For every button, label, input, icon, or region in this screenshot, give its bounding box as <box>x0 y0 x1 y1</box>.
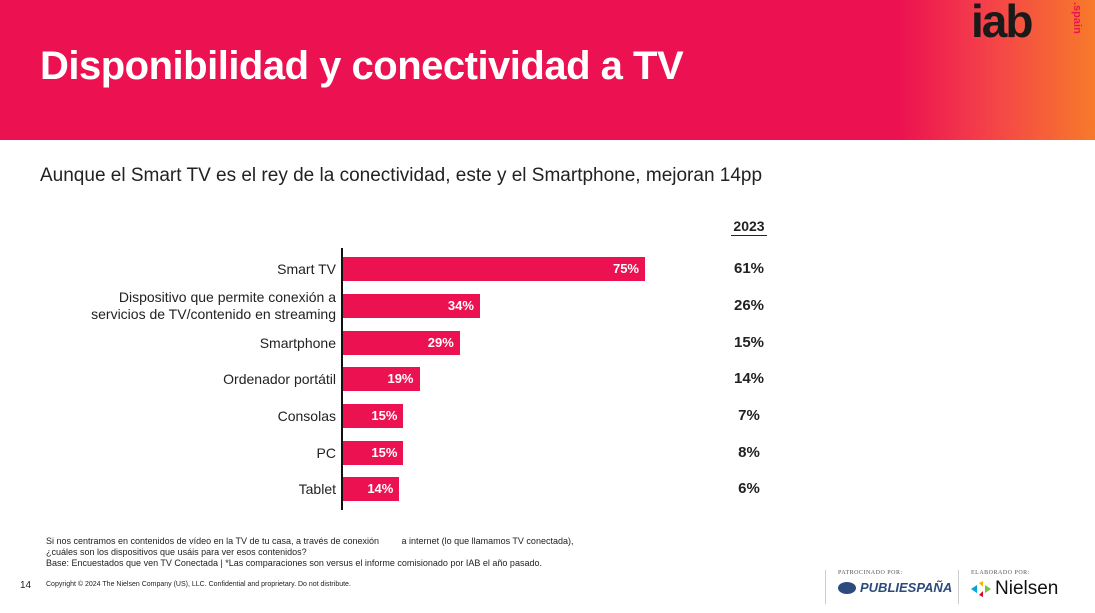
page-title: Disponibilidad y conectividad a TV <box>40 44 684 88</box>
category-label-text: Dispositivo que permite conexión a servic… <box>91 289 336 322</box>
bar <box>343 441 404 465</box>
iab-spain-logo: iab .spain <box>971 0 1083 52</box>
maker-block: ELABORADO POR: Nielsen <box>958 570 1095 604</box>
bar-value-label: 14% <box>367 481 394 496</box>
bar-value-label: 19% <box>387 371 414 386</box>
chart-row: PC 15% 8% <box>0 440 1095 466</box>
bar-value-label: 15% <box>371 408 398 423</box>
comparison-value: 6% <box>738 480 760 497</box>
category-label: Smart TV <box>36 256 336 282</box>
comparison-value: 7% <box>738 407 760 424</box>
bar-value-label: 75% <box>612 261 639 276</box>
comparison-value: 15% <box>733 334 765 351</box>
maker-caption: ELABORADO POR: <box>971 570 1030 576</box>
chart-row: Dispositivo que permite conexión a servic… <box>0 289 1095 322</box>
category-label: Ordenador portátil <box>36 366 336 392</box>
bar <box>343 331 460 355</box>
subtitle: Aunque el Smart TV es el rey de la conec… <box>40 165 763 186</box>
publiespana-icon <box>838 581 856 594</box>
chart-row: Ordenador portátil 19% 14% <box>0 366 1095 392</box>
page-number: 14 <box>20 580 32 591</box>
category-label-text: Ordenador portátil <box>223 370 336 387</box>
nielsen-logo: Nielsen <box>971 578 1095 600</box>
bar <box>343 404 404 428</box>
nielsen-icon <box>971 581 991 597</box>
category-label: Tablet <box>36 476 336 502</box>
chart-notes: Si nos centramos en contenidos de vídeo … <box>46 536 573 569</box>
category-label-text: Smart TV <box>277 260 336 277</box>
chart-axis <box>341 248 343 510</box>
chart-row: Tablet 14% 6% <box>0 476 1095 502</box>
bar <box>343 477 400 501</box>
header-banner: Disponibilidad y conectividad a TV iab .… <box>0 0 1095 140</box>
sponsor-name: PUBLIESPAÑA <box>860 580 953 595</box>
sponsor-caption: PATROCINADO POR: <box>838 570 903 576</box>
comparison-value: 14% <box>733 370 765 387</box>
category-label: Smartphone <box>36 330 336 356</box>
comparison-value: 61% <box>733 260 765 277</box>
category-label-text: Consolas <box>277 407 336 424</box>
chart-row: Smart TV 75% 61% <box>0 256 1095 282</box>
bar <box>343 294 480 318</box>
bar <box>343 367 420 391</box>
note-line: Base: Encuestados que ven TV Conectada |… <box>46 558 542 568</box>
comparison-value: 26% <box>733 297 765 314</box>
logo-text: iab <box>971 0 1033 47</box>
bar-value-label: 29% <box>427 335 454 350</box>
category-label: Consolas <box>36 403 336 429</box>
maker-name: Nielsen <box>995 578 1059 599</box>
note-line: Si nos centramos en contenidos de vídeo … <box>46 536 574 546</box>
bar-value-label: 34% <box>447 298 474 313</box>
chart-row: Consolas 15% 7% <box>0 403 1095 429</box>
logo-subtext: .spain <box>1071 2 1083 34</box>
comparison-year-header: 2023 <box>731 218 767 236</box>
category-label: PC <box>36 440 336 466</box>
bar <box>343 257 645 281</box>
bar-value-label: 15% <box>371 445 398 460</box>
chart-row: Smartphone 29% 15% <box>0 330 1095 356</box>
publiespana-logo: PUBLIESPAÑA <box>838 580 958 595</box>
category-label-text: Smartphone <box>259 334 336 351</box>
sponsor-block: PATROCINADO POR: PUBLIESPAÑA <box>825 570 958 604</box>
category-label-text: PC <box>316 444 336 461</box>
note-line: ¿cuáles son los dispositivos que usáis p… <box>46 547 307 557</box>
comparison-value: 8% <box>738 444 760 461</box>
copyright: Copyright © 2024 The Nielsen Company (US… <box>46 581 351 588</box>
category-label-text: Tablet <box>298 480 336 497</box>
category-label: Dispositivo que permite conexión a servic… <box>36 289 336 322</box>
